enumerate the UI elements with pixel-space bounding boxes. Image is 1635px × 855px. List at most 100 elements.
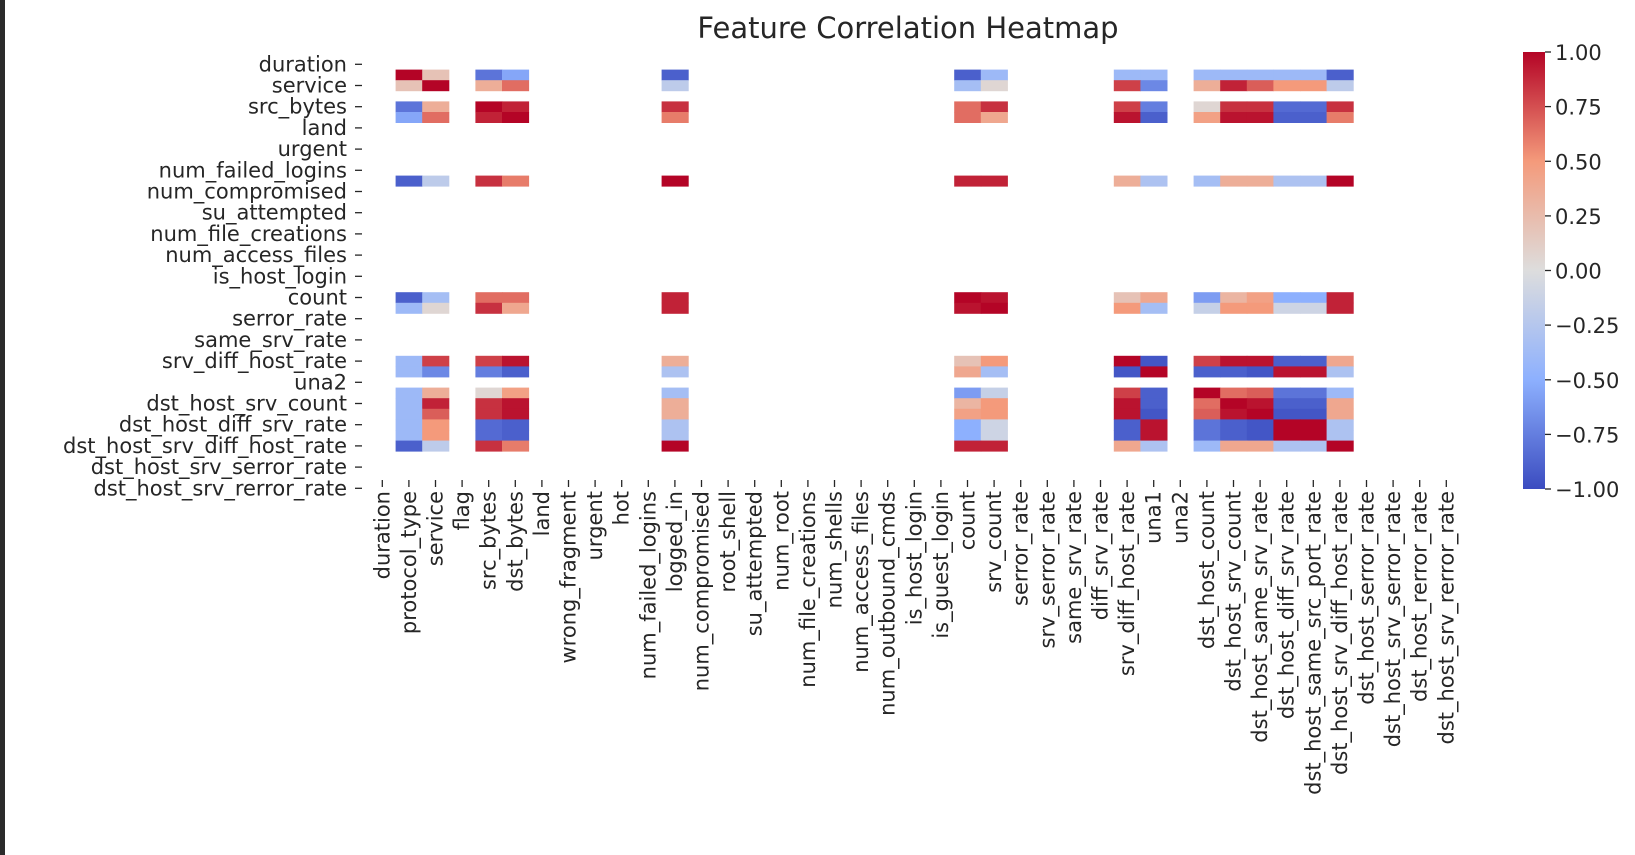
heatmap-cell xyxy=(1193,430,1221,441)
colorbar-tick-label: −1.00 xyxy=(1555,478,1619,502)
y-tick-label: su_attempted xyxy=(202,201,347,226)
heatmap-cell xyxy=(475,302,503,314)
heatmap-cell xyxy=(502,440,530,452)
heatmap-cell xyxy=(1113,69,1141,81)
x-tick-label: dst_host_same_src_port_rate xyxy=(1301,491,1326,795)
heatmap-cell xyxy=(954,80,982,92)
x-tick-label: dst_host_count xyxy=(1195,491,1220,649)
heatmap-cell xyxy=(1300,292,1328,304)
x-tick-label: su_attempted xyxy=(743,491,768,636)
heatmap-cell xyxy=(1113,355,1141,367)
heatmap-cell xyxy=(980,101,1008,113)
heatmap-cell xyxy=(1246,387,1274,399)
heatmap-cell xyxy=(395,292,423,304)
heatmap-cell xyxy=(475,387,503,399)
heatmap-cell xyxy=(502,302,530,314)
heatmap-cell xyxy=(502,366,530,378)
heatmap-cell xyxy=(1113,302,1141,314)
heatmap-cell xyxy=(1273,175,1301,187)
heatmap-cell xyxy=(1113,101,1141,113)
heatmap-cell xyxy=(1220,408,1248,420)
y-axis: durationservicesrc_byteslandurgentnum_fa… xyxy=(63,52,362,501)
heatmap-cell xyxy=(422,302,450,314)
heatmap-cell xyxy=(1113,430,1141,441)
y-tick-label: urgent xyxy=(278,137,347,161)
x-tick-label: same_srv_rate xyxy=(1062,491,1087,644)
heatmap-cell xyxy=(395,80,423,92)
heatmap-cell xyxy=(422,387,450,399)
y-tick-label: count xyxy=(288,286,347,310)
heatmap-cell xyxy=(980,112,1008,123)
heatmap-cell xyxy=(954,302,982,314)
heatmap-cell xyxy=(1300,430,1328,441)
y-tick-label: dst_host_srv_serror_rate xyxy=(91,455,347,480)
heatmap-cell xyxy=(1273,440,1301,452)
heatmap-cell xyxy=(395,387,423,399)
heatmap-cell xyxy=(980,292,1008,304)
heatmap-cell xyxy=(1113,80,1141,92)
heatmap-cell xyxy=(1326,355,1354,367)
x-tick-label: srv_serror_rate xyxy=(1035,491,1060,648)
heatmap-cell xyxy=(1273,302,1301,314)
heatmap-cell xyxy=(1140,355,1168,367)
heatmap-cell xyxy=(980,366,1008,378)
x-tick-label: dst_host_srv_rerror_rate xyxy=(1434,491,1459,745)
x-tick-label: srv_count xyxy=(982,491,1007,593)
heatmap-cell xyxy=(1326,302,1354,314)
x-tick-label: flag xyxy=(450,491,474,530)
heatmap-cell xyxy=(661,175,689,187)
x-tick-label: logged_in xyxy=(663,491,688,592)
heatmap-cell xyxy=(1300,80,1328,92)
heatmap-cell xyxy=(475,430,503,441)
x-tick-label: hot xyxy=(610,491,634,525)
heatmap-cell xyxy=(422,366,450,378)
x-tick-label: dst_host_srv_serror_rate xyxy=(1381,491,1406,747)
heatmap-cell xyxy=(1326,366,1354,378)
heatmap-cell xyxy=(1300,101,1328,113)
heatmap-cells xyxy=(395,69,1354,452)
heatmap-cell xyxy=(954,366,982,378)
colorbar-tick-label: −0.25 xyxy=(1555,314,1619,338)
heatmap-cell xyxy=(475,175,503,187)
heatmap-cell xyxy=(954,175,982,187)
heatmap-cell xyxy=(422,419,450,431)
heatmap-cell xyxy=(980,302,1008,314)
heatmap-cell xyxy=(475,292,503,304)
heatmap-cell xyxy=(1300,398,1328,410)
x-tick-label: root_shell xyxy=(716,491,741,592)
x-tick-label: land xyxy=(530,491,554,536)
x-tick-label: wrong_fragment xyxy=(557,491,582,663)
heatmap-cell xyxy=(422,80,450,92)
heatmap-cell xyxy=(395,112,423,123)
heatmap-cell xyxy=(1220,69,1248,81)
heatmap-cell xyxy=(1193,387,1221,399)
heatmap-cell xyxy=(1220,292,1248,304)
heatmap-cell xyxy=(1113,408,1141,420)
heatmap-cell xyxy=(395,366,423,378)
heatmap-cell xyxy=(1246,430,1274,441)
heatmap-cell xyxy=(1326,292,1354,304)
heatmap-cell xyxy=(1220,302,1248,314)
x-tick-label: dst_host_serror_rate xyxy=(1355,491,1380,705)
x-tick-label: serror_rate xyxy=(1009,491,1034,606)
heatmap-cell xyxy=(502,112,530,123)
heatmap-cell xyxy=(954,69,982,81)
heatmap-cell xyxy=(1220,175,1248,187)
x-tick-label: srv_diff_host_rate xyxy=(1115,491,1140,676)
heatmap-cell xyxy=(1326,398,1354,410)
x-tick-label: dst_host_srv_diff_host_rate xyxy=(1328,491,1353,775)
chart-title: Feature Correlation Heatmap xyxy=(697,11,1118,45)
heatmap-cell xyxy=(502,175,530,187)
heatmap-cell xyxy=(395,419,423,431)
heatmap-cell xyxy=(1273,112,1301,123)
colorbar-tick-label: 0.25 xyxy=(1555,205,1602,229)
heatmap-cell xyxy=(1140,387,1168,399)
heatmap-cell xyxy=(1220,387,1248,399)
heatmap-cell xyxy=(1193,101,1221,113)
heatmap-cell xyxy=(1273,398,1301,410)
heatmap-cell xyxy=(661,387,689,399)
heatmap-cell xyxy=(1140,80,1168,92)
heatmap-cell xyxy=(1193,440,1221,452)
heatmap-cell xyxy=(1220,80,1248,92)
